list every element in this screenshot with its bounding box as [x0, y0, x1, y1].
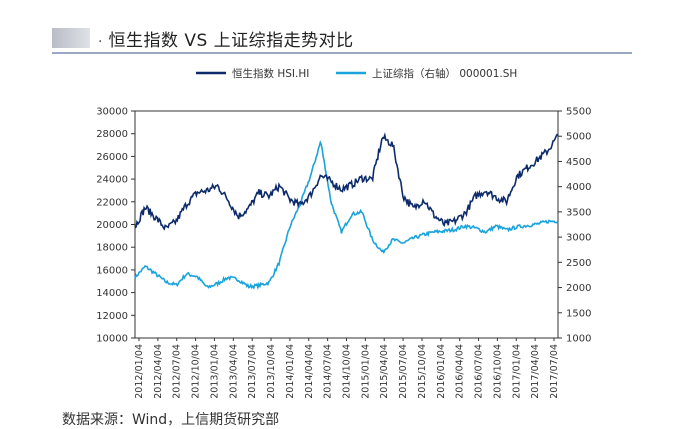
title-marker [52, 28, 90, 48]
series-line-sh [134, 139, 559, 290]
x-tick-label: 2013/04/04 [228, 344, 239, 399]
x-tick-label: 2012/07/04 [172, 344, 183, 399]
y-left-tick-label: 22000 [96, 197, 128, 208]
y-right-tick-label: 2000 [566, 283, 591, 294]
y-right-tick-label: 3500 [566, 207, 591, 218]
y-right-tick-label: 3000 [566, 233, 591, 244]
series-line-hsi [134, 132, 559, 231]
y-right-tick-label: 4500 [566, 157, 591, 168]
chart: 恒生指数 HSI.HI 上证综指（右轴） 000001.SH 10000 12000 1… [96, 67, 591, 399]
legend-label-sh: 上证综指（右轴） 000001.SH [372, 67, 517, 80]
y-right-tick-label: 1500 [566, 308, 591, 319]
x-tick-label: 2012/04/04 [153, 344, 164, 399]
x-tick-label: 2017/07/04 [549, 344, 560, 399]
x-tick-label: 2013/10/04 [266, 344, 277, 399]
x-tick-label: 2013/01/04 [209, 344, 220, 399]
x-tick-label: 2016/04/04 [455, 344, 466, 399]
y-right-tick-label: 1000 [566, 334, 591, 345]
y-left-tick-label: 12000 [96, 311, 128, 322]
x-tick-label: 2012/10/04 [191, 344, 202, 399]
chart-title: 恒生指数 VS 上证综指走势对比 [108, 30, 354, 51]
y-right-tick-label: 5500 [566, 107, 591, 118]
x-tick-label: 2014/04/04 [304, 344, 315, 399]
x-tick-label: 2015/10/04 [417, 344, 428, 399]
source-note: 数据来源：Wind，上信期货研究部 [62, 412, 280, 428]
legend-label-hsi: 恒生指数 HSI.HI [232, 67, 309, 80]
x-tick-label: 2014/01/04 [285, 344, 296, 399]
y-left-tick-label: 14000 [96, 288, 128, 299]
y-left-tick-label: 20000 [96, 220, 128, 231]
x-tick-label: 2014/10/04 [342, 344, 353, 399]
x-tick-label: 2013/07/04 [247, 344, 258, 399]
y-right-tick-label: 4000 [566, 182, 591, 193]
title-prefix: . [98, 30, 103, 46]
x-tick-label: 2015/07/04 [398, 344, 409, 399]
x-tick-label: 2017/04/04 [530, 344, 541, 399]
y-left-tick-label: 18000 [96, 243, 128, 254]
y-left-tick-label: 30000 [96, 107, 128, 118]
x-tick-label: 2016/07/04 [474, 344, 485, 399]
x-tick-label: 2015/04/04 [379, 344, 390, 399]
figure-title: . 恒生指数 VS 上证综指走势对比 [52, 24, 354, 52]
y-left-tick-label: 26000 [96, 152, 128, 163]
x-tick-label: 2016/01/04 [436, 344, 447, 399]
y-left-tick-label: 24000 [96, 175, 128, 186]
y-left-tick-label: 10000 [96, 334, 128, 345]
x-tick-label: 2012/01/04 [134, 344, 145, 399]
y-left-tick-label: 28000 [96, 129, 128, 140]
y-right-tick-label: 2500 [566, 258, 591, 269]
title-rule [52, 52, 632, 54]
x-tick-label: 2016/10/04 [492, 344, 503, 399]
x-tick-label: 2014/07/04 [323, 344, 334, 399]
y-right-tick-label: 5000 [566, 132, 591, 143]
x-tick-label: 2015/01/04 [360, 344, 371, 399]
x-tick-label: 2017/01/04 [511, 344, 522, 399]
y-left-tick-label: 16000 [96, 265, 128, 276]
